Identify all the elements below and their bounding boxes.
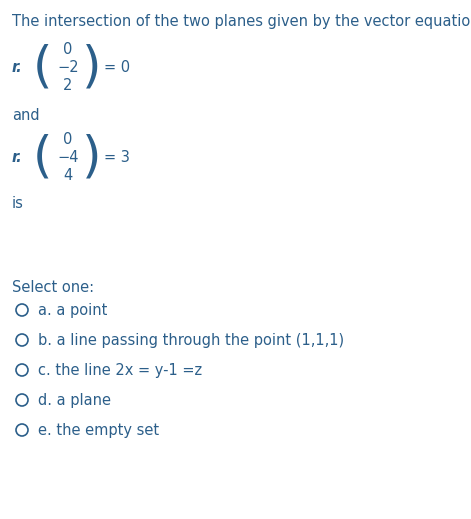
Text: c. the line 2x = y-1 =z: c. the line 2x = y-1 =z (38, 362, 202, 377)
Text: = 3: = 3 (104, 151, 130, 166)
Text: e. the empty set: e. the empty set (38, 422, 159, 438)
Text: ): ) (82, 44, 102, 92)
Text: 0: 0 (63, 132, 73, 147)
Text: (: ( (32, 134, 52, 182)
Text: (: ( (32, 44, 52, 92)
Text: b. a line passing through the point (1,1,1): b. a line passing through the point (1,1… (38, 333, 344, 348)
Text: r.: r. (12, 61, 23, 75)
Text: r.: r. (12, 151, 23, 166)
Text: The intersection of the two planes given by the vector equations: The intersection of the two planes given… (12, 14, 471, 29)
Text: is: is (12, 196, 24, 211)
Text: 2: 2 (63, 78, 73, 93)
Text: and: and (12, 108, 40, 123)
Text: ): ) (82, 134, 102, 182)
Text: 0: 0 (63, 43, 73, 58)
Text: a. a point: a. a point (38, 303, 107, 318)
Text: d. a plane: d. a plane (38, 392, 111, 407)
Text: Select one:: Select one: (12, 280, 94, 295)
Text: −4: −4 (57, 151, 79, 166)
Text: 4: 4 (64, 169, 73, 184)
Text: = 0: = 0 (104, 61, 130, 75)
Text: −2: −2 (57, 61, 79, 75)
